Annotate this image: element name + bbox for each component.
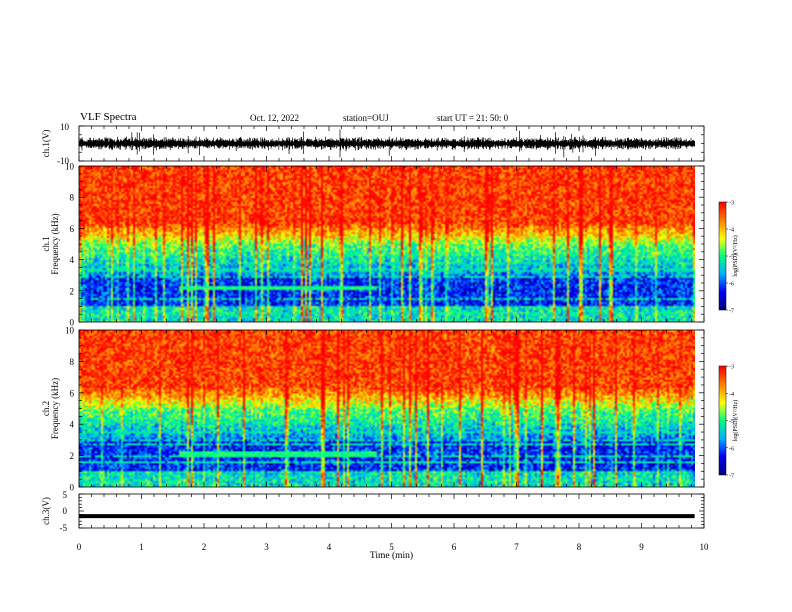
x-tick-label: 3 (264, 542, 269, 552)
ch2-ylabel-channel: ch.2 (41, 401, 51, 416)
station-label: station=OUJ (343, 113, 389, 123)
ch1-colorbar-tick-label: -6 (729, 282, 734, 288)
ch1-ytick-label: 2 (70, 286, 75, 296)
ch1-ytick-label: 6 (70, 224, 75, 234)
ch2-ytick-label: 8 (70, 357, 75, 367)
x-tick-label: 1 (139, 542, 144, 552)
date-label: Oct. 12, 2022 (250, 113, 299, 123)
ch1-ytick-label: 4 (70, 255, 75, 265)
ch1-ylabel-frequency: Frequency (kHz) (50, 213, 60, 274)
ch3-ytick-label: -5 (60, 523, 68, 533)
x-tick-label: 4 (327, 542, 332, 552)
ch3-ytick-label: 5 (63, 490, 68, 500)
x-tick-label: 5 (389, 542, 394, 552)
ch1-waveform-xticks (78, 126, 705, 161)
x-tick-label: 8 (577, 542, 582, 552)
ch1-waveform-ylabel: ch.1(V) (41, 130, 51, 158)
ch3-waveform-yticks (79, 493, 704, 529)
ch2-ylabel-frequency: Frequency (kHz) (50, 378, 60, 439)
ch3-waveform-xticks (78, 494, 705, 528)
ch2-colorbar-tick-label: -6 (729, 446, 734, 452)
ch2-colorbar-tick-label: -5 (729, 419, 734, 425)
x-tick-label: 0 (77, 542, 82, 552)
ch2-ytick-label: 2 (70, 451, 75, 461)
ch2-ytick-label: 10 (65, 326, 75, 336)
ch1-colorbar-tick-label: -4 (729, 228, 734, 234)
ch2-ytick-label: 6 (70, 388, 75, 398)
ch2-ytick-label: 4 (70, 420, 75, 430)
ch2-colorbar-tick-label: -3 (729, 365, 734, 371)
x-axis-label: Time (min) (370, 550, 413, 561)
ch1-colorbar-label: log(PSD)(V²/Hz) (732, 235, 739, 276)
ch1-spectrogram-xticks (78, 166, 705, 322)
ch1-ytick-label: -10 (57, 156, 69, 166)
ch1-colorbar-tick-label: -7 (729, 309, 734, 315)
ch3-waveform-frame (78, 493, 705, 529)
ch1-waveform-trace (78, 129, 695, 158)
ch1-waveform-yticks (79, 125, 704, 162)
chart-title: VLF Spectra (80, 111, 137, 123)
ch1-spectrogram-image (79, 166, 695, 322)
ch2-colorbar-tick-label: -4 (729, 392, 734, 398)
x-tick-label: 9 (639, 542, 644, 552)
x-tick-label: 6 (452, 542, 457, 552)
ch2-spectrogram-image (79, 330, 695, 487)
ch2-colorbar (719, 366, 726, 475)
ch1-spectrogram-yticks (79, 165, 704, 323)
ch1-ytick-label: 8 (70, 193, 75, 203)
x-tick-label: 10 (700, 542, 710, 552)
ch1-ylabel-channel: ch.1 (41, 236, 51, 251)
ch2-colorbar-label: log(PSD)(V²/Hz) (732, 400, 739, 441)
ch1-colorbar-tick-label: -5 (729, 255, 734, 261)
ch2-colorbar-tick-label: -7 (729, 474, 734, 480)
ch1-colorbar-tick-label: -3 (729, 201, 734, 207)
ch1-ytick-label: 10 (60, 122, 70, 132)
ch2-spectrogram-yticks (79, 329, 704, 488)
x-tick-label: 7 (514, 542, 519, 552)
ch3-ytick-label: 0 (63, 506, 68, 516)
ch2-ytick-label: 0 (70, 483, 75, 493)
x-tick-label: 2 (202, 542, 207, 552)
ch1-colorbar (719, 202, 726, 310)
ch2-spectrogram-xticks (78, 330, 705, 487)
ch1-ytick-label: 10 (65, 162, 75, 172)
start-time-label: start UT = 21: 50: 0 (437, 113, 509, 123)
ch1-ytick-label: 0 (70, 318, 75, 328)
ch3-waveform-ylabel: ch.3(V) (41, 497, 51, 525)
